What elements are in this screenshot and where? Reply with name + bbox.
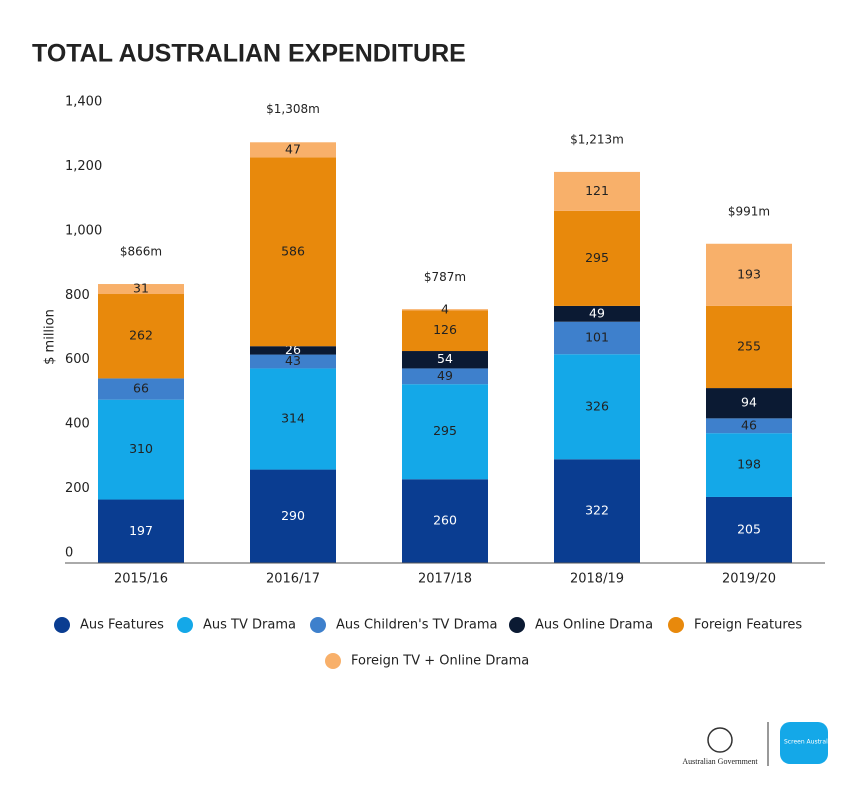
bar-segment — [554, 321, 640, 355]
y-axis-label: $ million — [43, 309, 58, 365]
data-label: 101 — [585, 329, 609, 344]
bar-segment — [98, 399, 184, 500]
data-label: 31 — [133, 281, 149, 296]
bar-segment — [98, 284, 184, 295]
crest — [707, 727, 733, 753]
y-tick-label: 1,000 — [65, 223, 102, 238]
legend-swatch — [54, 617, 70, 633]
bar-segment — [250, 368, 336, 470]
total-label: $866m — [120, 245, 162, 259]
bar-segment — [402, 368, 488, 385]
data-label: 262 — [129, 328, 153, 343]
bar-segment — [402, 479, 488, 563]
bar-segment — [402, 310, 488, 352]
data-label: 198 — [737, 457, 761, 472]
data-label: 322 — [585, 503, 609, 518]
legend-label: Aus Online Drama — [535, 618, 653, 633]
data-label: 326 — [585, 398, 609, 413]
bar-segment — [250, 142, 336, 158]
legend-swatch — [325, 653, 341, 669]
bar-segment — [250, 157, 336, 347]
data-label: 290 — [281, 508, 305, 523]
x-tick-label: 2019/20 — [722, 572, 776, 587]
data-label: 94 — [741, 395, 757, 410]
bar-segment — [706, 388, 792, 419]
bar-segment — [250, 354, 336, 369]
bar-segment — [402, 351, 488, 369]
chart-title: TOTAL AUSTRALIAN EXPENDITURE — [32, 40, 466, 68]
y-tick-label: 0 — [65, 546, 73, 561]
bar-segment — [250, 469, 336, 563]
bar-segment — [554, 305, 640, 322]
bar-segment — [554, 459, 640, 563]
bar-segment — [98, 499, 184, 563]
data-label: 314 — [281, 411, 305, 426]
legend-label: Foreign Features — [694, 618, 802, 633]
x-tick-label: 2017/18 — [418, 572, 472, 587]
legend-swatch — [177, 617, 193, 633]
logo-text: Australian Government — [682, 757, 758, 766]
bar-segment — [250, 346, 336, 355]
bar-segment — [554, 171, 640, 211]
y-tick-label: 400 — [65, 417, 90, 432]
legend-swatch — [509, 617, 525, 633]
legend-label: Aus Children's TV Drama — [336, 618, 498, 633]
x-tick-label: 2015/16 — [114, 572, 168, 587]
legend-label: Foreign TV + Online Drama — [351, 654, 529, 669]
total-label: $787m — [424, 270, 466, 284]
bar-segment — [706, 433, 792, 497]
bar-segment — [402, 384, 488, 480]
legend-swatch — [310, 617, 326, 633]
data-label: 295 — [585, 250, 609, 265]
bar-segment — [706, 418, 792, 434]
x-tick-label: 2018/19 — [570, 572, 624, 587]
total-label: $1,213m — [570, 133, 624, 147]
y-tick-label: 800 — [65, 288, 90, 303]
data-label: 310 — [129, 441, 153, 456]
data-label: 193 — [737, 266, 761, 281]
data-label: 54 — [437, 351, 453, 366]
bar-segment — [402, 309, 488, 311]
total-label: $991m — [728, 204, 770, 218]
data-label: 43 — [285, 353, 301, 368]
total-label: $1,308m — [266, 102, 320, 116]
bar-segment — [554, 354, 640, 460]
data-label: 49 — [589, 305, 605, 320]
y-tick-label: 600 — [65, 352, 90, 367]
bar-segment — [706, 243, 792, 306]
data-label: 47 — [285, 141, 301, 156]
data-label: 49 — [437, 368, 453, 383]
data-label: 586 — [281, 243, 305, 258]
data-label: 260 — [433, 513, 457, 528]
logo: Australian Government Screen Australia — [682, 722, 833, 766]
legend-label: Aus TV Drama — [203, 618, 296, 633]
data-label: 46 — [741, 417, 757, 432]
data-label: 205 — [737, 521, 761, 536]
y-tick-label: 1,400 — [65, 95, 102, 110]
logo-text: Screen Australia — [784, 739, 833, 746]
bar-segment — [554, 210, 640, 306]
y-tick-label: 200 — [65, 481, 90, 496]
bar-segment — [98, 378, 184, 400]
data-label: 121 — [585, 183, 609, 198]
data-label: 66 — [133, 381, 149, 396]
data-label: 4 — [441, 301, 449, 316]
bar-segment — [706, 496, 792, 563]
data-label: 255 — [737, 339, 761, 354]
legend-label: Aus Features — [80, 618, 164, 633]
x-tick-label: 2016/17 — [266, 572, 320, 587]
data-label: 295 — [433, 423, 457, 438]
screen-logo — [780, 722, 828, 764]
bar-segment — [98, 294, 184, 379]
data-label: 126 — [433, 322, 457, 337]
data-label: 197 — [129, 523, 153, 538]
legend-swatch — [668, 617, 684, 633]
bar-segment — [706, 305, 792, 389]
y-tick-label: 1,200 — [65, 159, 102, 174]
